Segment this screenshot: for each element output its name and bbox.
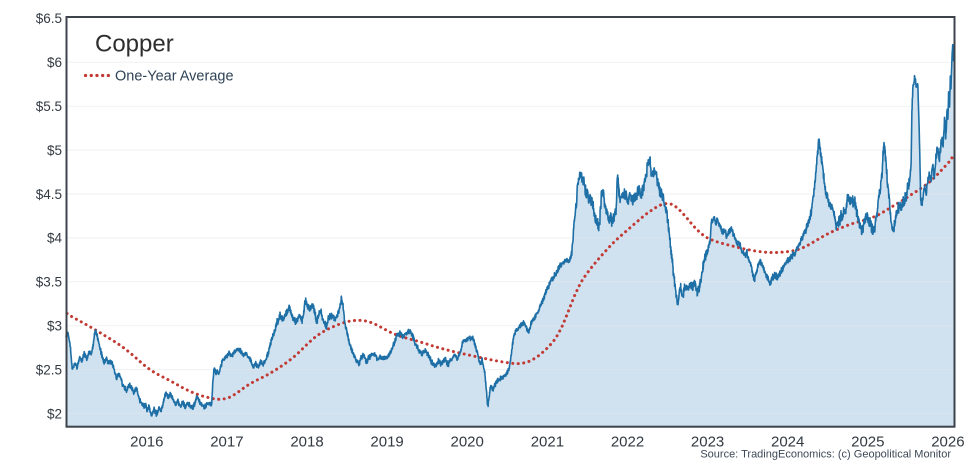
svg-text:2023: 2023: [691, 434, 724, 451]
svg-text:2022: 2022: [611, 434, 644, 451]
svg-text:2019: 2019: [370, 434, 403, 451]
svg-text:2021: 2021: [531, 434, 564, 451]
svg-text:2016: 2016: [130, 434, 163, 451]
svg-text:2020: 2020: [451, 434, 484, 451]
svg-text:$2.5: $2.5: [36, 362, 62, 377]
svg-text:$6.5: $6.5: [36, 11, 62, 26]
svg-text:One-Year Average: One-Year Average: [115, 69, 234, 85]
svg-text:$3: $3: [47, 319, 62, 334]
svg-text:2025: 2025: [851, 434, 884, 451]
svg-text:$3.5: $3.5: [36, 275, 62, 290]
svg-text:2026: 2026: [931, 434, 964, 451]
svg-text:2017: 2017: [210, 434, 243, 451]
svg-text:$4.5: $4.5: [36, 187, 62, 202]
svg-text:$5: $5: [47, 143, 62, 158]
svg-text:$4: $4: [47, 231, 63, 246]
svg-text:$2: $2: [47, 406, 62, 421]
svg-text:2018: 2018: [290, 434, 323, 451]
svg-text:$6: $6: [47, 55, 62, 70]
svg-text:Copper: Copper: [95, 31, 174, 58]
svg-text:2024: 2024: [771, 434, 804, 451]
svg-text:Source: TradingEconomics: (c): Source: TradingEconomics: (c) Geopolitic…: [700, 449, 951, 461]
svg-text:$5.5: $5.5: [36, 99, 62, 114]
